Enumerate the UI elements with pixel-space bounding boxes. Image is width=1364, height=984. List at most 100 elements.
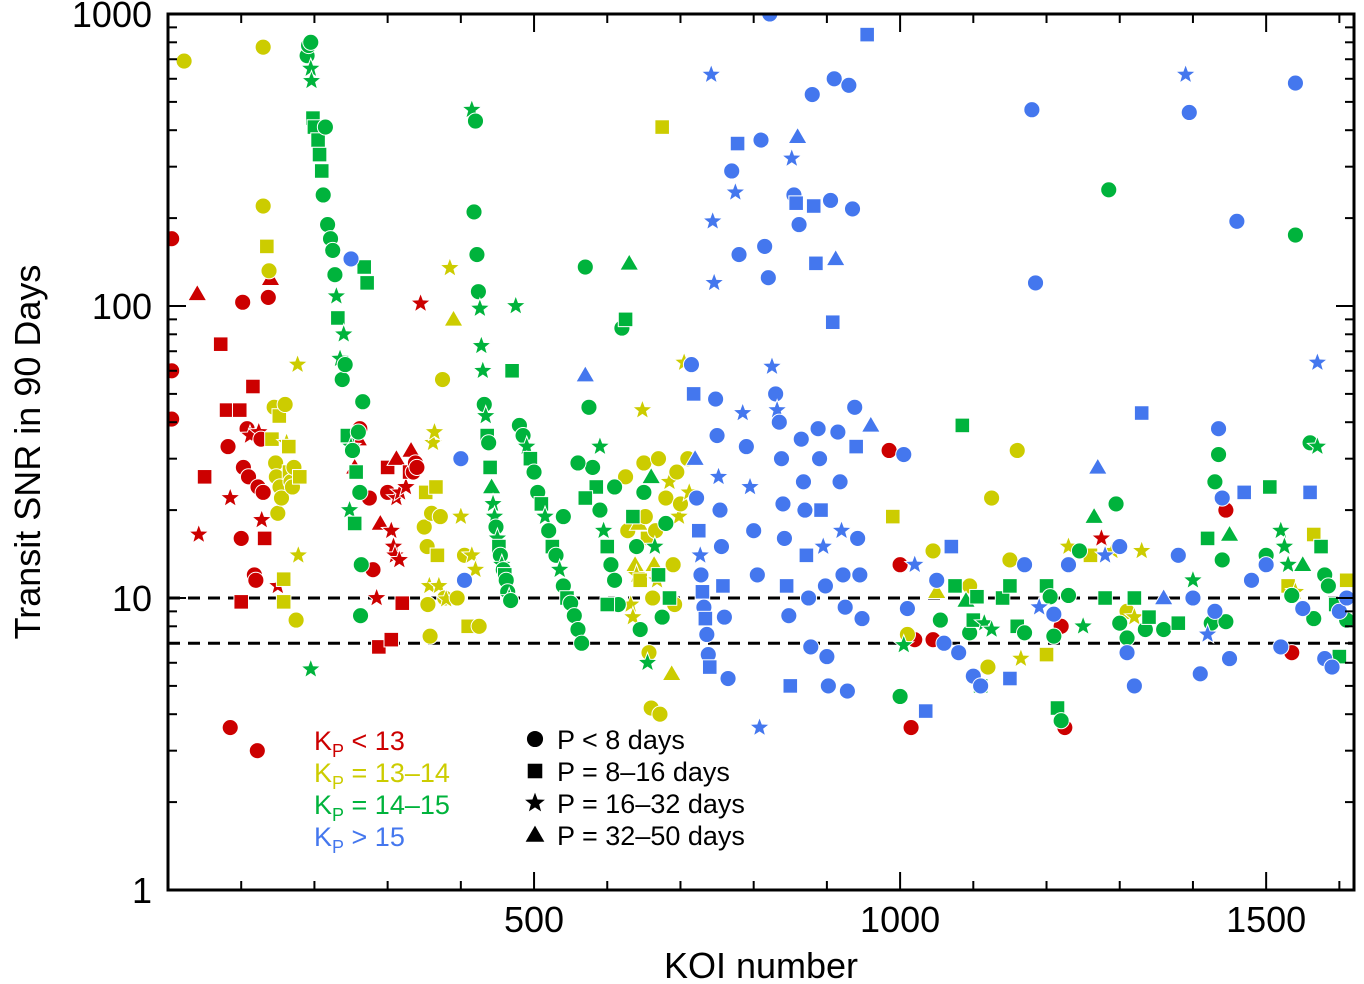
data-point xyxy=(715,608,733,626)
data-point xyxy=(232,529,250,547)
data-point xyxy=(643,534,667,557)
data-point xyxy=(1093,543,1117,565)
data-point xyxy=(276,395,294,414)
data-point xyxy=(343,441,362,460)
data-point xyxy=(326,266,344,284)
data-point xyxy=(635,454,653,472)
data-point xyxy=(664,556,682,574)
data-point xyxy=(1306,350,1329,373)
data-point xyxy=(760,354,784,377)
data-point xyxy=(796,501,814,519)
data-point xyxy=(1174,62,1197,85)
data-point xyxy=(394,475,418,497)
data-point xyxy=(431,508,449,526)
data-point xyxy=(1045,605,1063,623)
data-point xyxy=(196,469,213,485)
data-point xyxy=(891,687,909,706)
data-point xyxy=(380,518,403,541)
data-point xyxy=(711,501,729,519)
data-point xyxy=(1052,712,1070,730)
data-point xyxy=(1272,638,1290,656)
data-point xyxy=(1026,274,1045,292)
y-tick-label: 1 xyxy=(132,870,152,911)
data-point xyxy=(187,522,210,545)
reference-lines xyxy=(168,596,1354,645)
data-point xyxy=(1257,556,1275,574)
y-tick-label: 10 xyxy=(112,578,152,619)
data-point xyxy=(618,252,640,271)
data-point xyxy=(606,478,624,496)
data-point xyxy=(635,483,653,501)
data-point xyxy=(654,119,670,135)
data-point xyxy=(972,677,990,695)
data-point xyxy=(1219,524,1240,542)
data-point xyxy=(359,275,375,291)
data-point xyxy=(352,556,370,574)
data-point xyxy=(617,468,635,486)
data-point xyxy=(319,216,337,234)
data-point xyxy=(1262,479,1278,495)
data-point xyxy=(1169,546,1187,564)
data-point xyxy=(780,607,798,625)
data-point xyxy=(668,463,686,481)
data-point xyxy=(415,518,433,536)
marker-legend-label: P = 32–50 days xyxy=(557,821,745,851)
data-point xyxy=(573,634,591,652)
data-point xyxy=(1323,658,1341,676)
data-point xyxy=(466,112,485,130)
data-point xyxy=(354,393,372,411)
data-point xyxy=(640,466,662,485)
data-point xyxy=(1206,473,1224,491)
color-legend-entry: KP > 15 xyxy=(314,822,405,857)
data-point xyxy=(1217,613,1235,631)
data-point xyxy=(591,501,609,519)
series-1 xyxy=(168,230,1301,760)
data-point xyxy=(902,718,920,737)
data-point xyxy=(254,197,272,215)
data-point xyxy=(256,530,273,547)
data-point xyxy=(468,246,486,264)
data-point xyxy=(775,529,793,547)
data-point xyxy=(983,489,1001,507)
data-point xyxy=(455,571,474,589)
data-point xyxy=(772,450,791,468)
data-point xyxy=(1236,484,1252,501)
data-point xyxy=(846,398,864,416)
data-point xyxy=(1130,539,1153,561)
series-3 xyxy=(298,33,1354,730)
data-point xyxy=(699,62,723,85)
data-point xyxy=(272,489,291,507)
data-point xyxy=(849,529,867,547)
data-point xyxy=(790,216,808,234)
data-point xyxy=(1220,650,1239,668)
data-point xyxy=(383,631,400,648)
data-point xyxy=(1210,420,1228,438)
data-point xyxy=(843,200,862,218)
data-point xyxy=(694,584,711,600)
x-tick-label: 1000 xyxy=(860,899,940,940)
data-point xyxy=(481,492,505,514)
legend-square-icon xyxy=(527,763,543,779)
plot-frame xyxy=(166,12,1356,892)
data-point xyxy=(1118,644,1136,662)
data-point xyxy=(661,663,682,682)
x-axis-title: KOI number xyxy=(664,945,858,984)
data-point xyxy=(1228,212,1246,230)
data-point xyxy=(269,504,287,522)
legend-triangle-icon xyxy=(525,825,545,842)
data-point xyxy=(365,586,388,608)
data-point xyxy=(745,522,763,540)
data-point xyxy=(448,589,466,607)
data-point xyxy=(1269,518,1293,541)
data-point xyxy=(1100,181,1118,199)
data-point xyxy=(433,370,452,389)
data-point xyxy=(1338,572,1354,589)
data-point xyxy=(813,502,829,518)
data-point xyxy=(621,605,645,627)
y-tick-label: 1000 xyxy=(72,0,152,35)
data-point xyxy=(474,404,497,426)
data-point xyxy=(254,483,272,501)
data-point xyxy=(388,548,411,570)
data-point xyxy=(730,246,748,264)
